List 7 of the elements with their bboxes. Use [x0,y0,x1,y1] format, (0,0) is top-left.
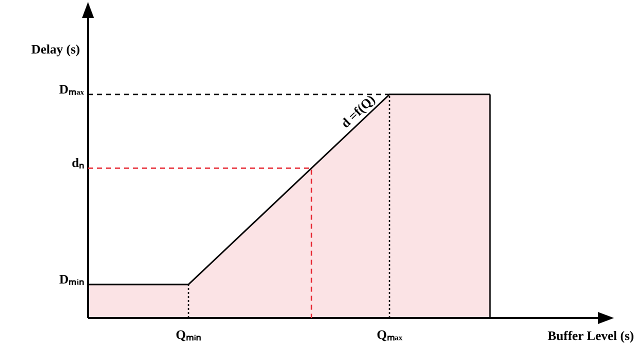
ref-line-label: Dₘₐₓ [59,81,84,96]
ref-line-label: dₙ [72,155,84,170]
x-axis-title: Buffer Level (s) [548,328,634,343]
x-tick-label: Qₘᵢₙ [176,327,202,342]
text: Dₘᵢₙ [59,271,84,286]
x-tick-label: Qₘₐₓ [376,327,403,342]
y-axis-title: Delay (s) [31,41,80,56]
